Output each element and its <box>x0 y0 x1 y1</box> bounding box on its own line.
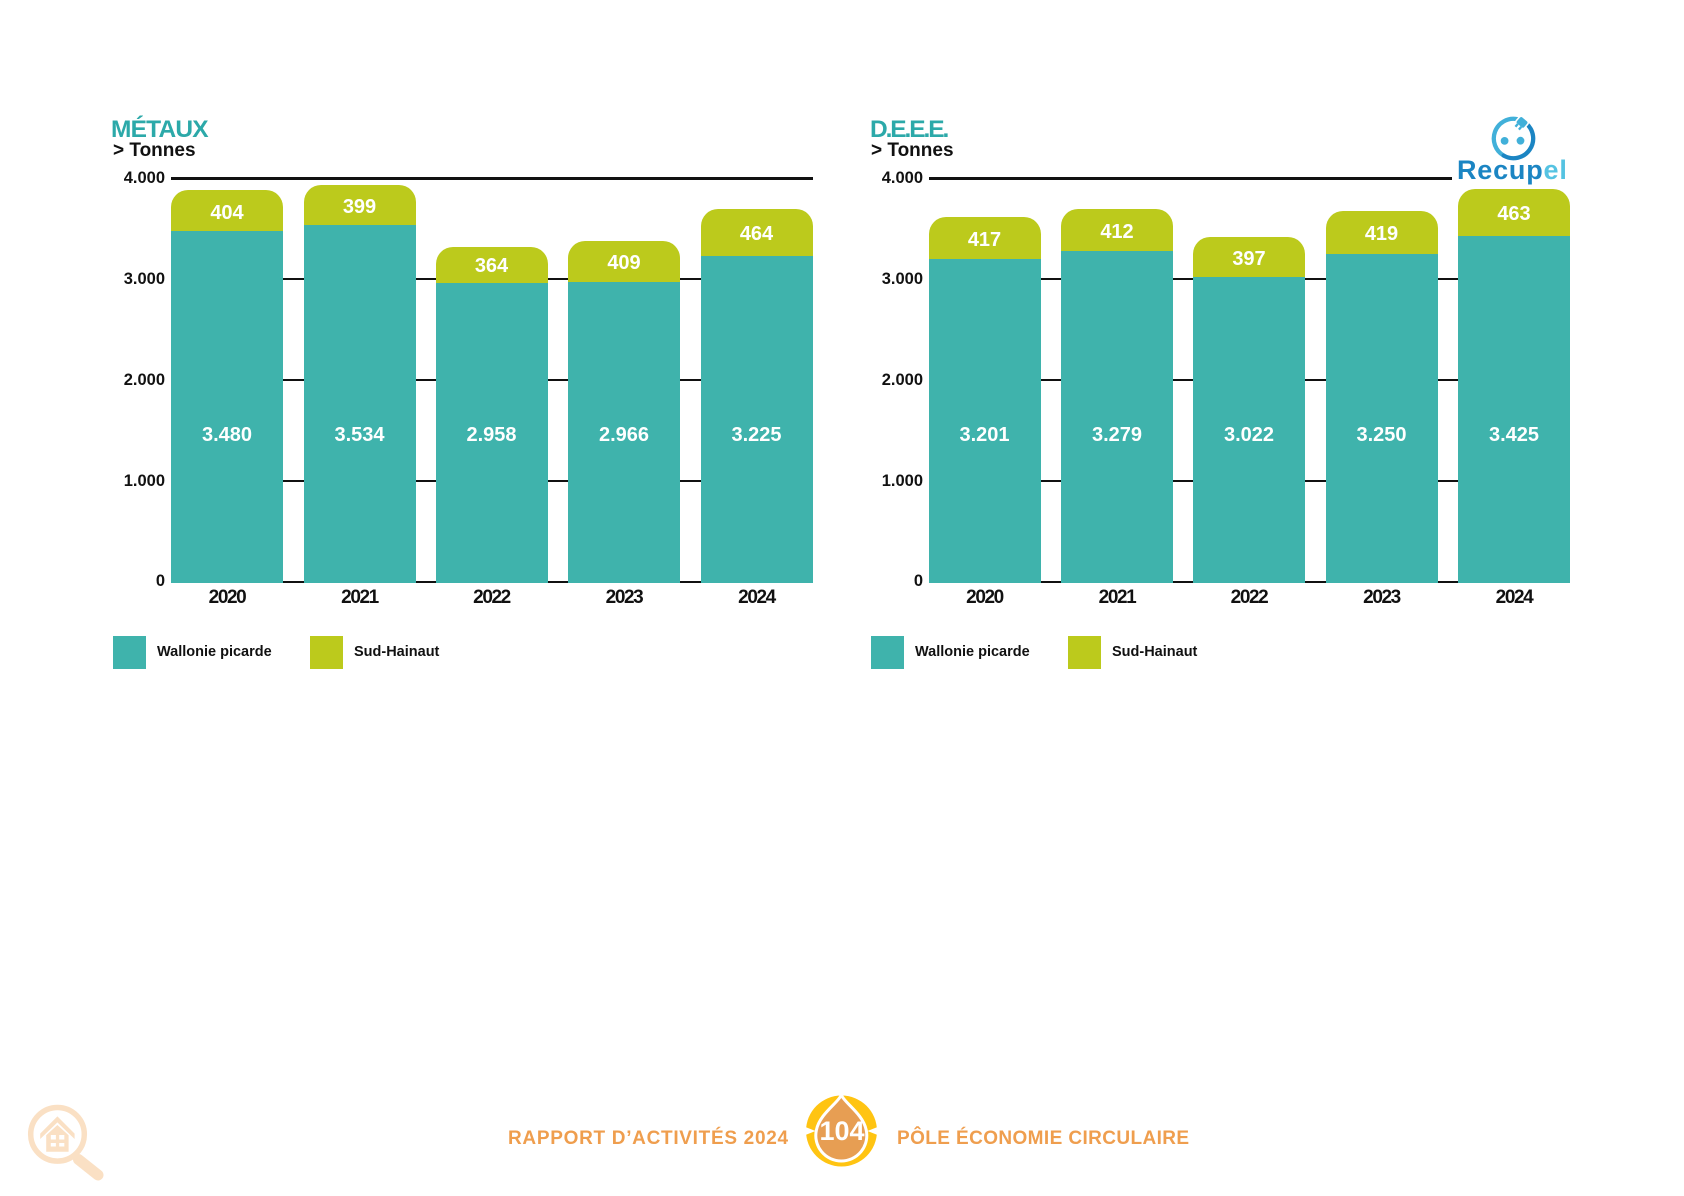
svg-text:104: 104 <box>819 1116 864 1146</box>
